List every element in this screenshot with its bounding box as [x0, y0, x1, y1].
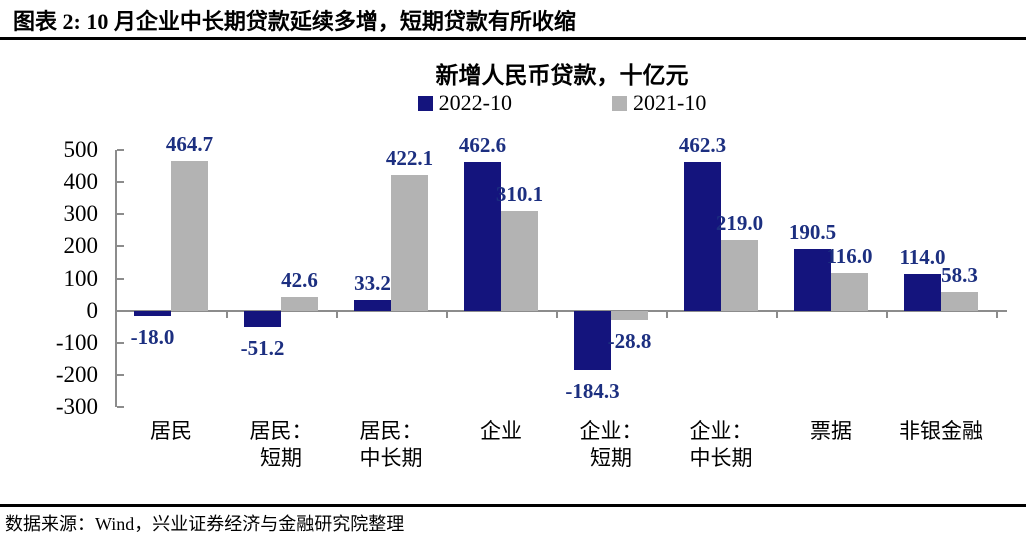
x-category-label-line: 居民：: [359, 419, 423, 443]
x-category-label-line: 短期: [590, 446, 632, 470]
figure-caption: 图表 2: 10 月企业中长期贷款延续多增，短期贷款有所收缩: [13, 9, 576, 34]
bar-2021-10-cat3: [501, 211, 538, 311]
y-tick-label: 500: [63, 137, 99, 162]
y-axis-tick: [117, 149, 124, 151]
y-tick-label: -200: [55, 361, 98, 387]
x-category-label-6: 票据: [810, 418, 852, 445]
category-tick: [666, 310, 668, 318]
category-tick: [556, 310, 558, 318]
bar-2022-10-cat7: [904, 274, 941, 311]
y-tick-label: -300: [55, 394, 98, 419]
category-tick: [336, 310, 338, 318]
legend-swatch-navy-icon: [417, 95, 433, 111]
y-axis-tick: [117, 213, 124, 216]
x-category-label-line: 企业：: [689, 419, 753, 443]
value-label-2022-10-cat3: 462.6: [458, 133, 507, 158]
value-label-2022-10-cat4: -184.3: [565, 378, 620, 403]
x-category-label-line: 短期: [260, 446, 302, 470]
bar-2021-10-cat7: [941, 291, 978, 311]
x-category-label-7: 非银金融: [899, 418, 983, 445]
category-tick: [226, 310, 228, 318]
value-label-2021-10-cat3: 310.1: [495, 182, 544, 206]
y-tick-label: 400: [63, 169, 99, 195]
value-label-2022-10-cat7: 114.0: [899, 245, 946, 269]
data-source: 数据来源：Wind，兴业证券经济与金融研究院整理: [5, 514, 405, 534]
bar-2021-10-cat4: [611, 310, 648, 320]
category-tick: [996, 310, 998, 318]
bar-2022-10-cat0: [134, 310, 171, 317]
value-label-2022-10-cat5: 462.3: [678, 133, 727, 158]
footer-rule: [0, 504, 1026, 507]
value-label-2022-10-cat2: 33.2: [354, 270, 391, 295]
value-label-2021-10-cat1: 42.6: [281, 267, 318, 292]
y-axis-tick: [117, 373, 124, 376]
x-category-label-line: 中长期: [689, 446, 753, 470]
value-label-2022-10-cat1: -51.2: [240, 336, 285, 361]
category-tick: [776, 310, 778, 318]
legend-item-2022-10: 2022-10: [417, 90, 512, 116]
y-tick-label: 100: [63, 265, 99, 291]
category-tick: [446, 310, 448, 318]
value-label-2021-10-cat0: 464.7: [165, 132, 214, 157]
y-axis-tick: [117, 277, 124, 280]
x-category-label-line: 非银金融: [899, 419, 983, 443]
x-category-label-1: 居民： 短期: [250, 418, 313, 472]
bar-2021-10-cat6: [831, 273, 868, 311]
category-tick: [886, 310, 888, 318]
value-label-2021-10-cat4: -28.8: [607, 328, 652, 353]
y-tick-label: 200: [63, 233, 99, 259]
legend-swatch-gray-icon: [612, 95, 627, 111]
y-axis-tick: [117, 181, 124, 184]
bar-2022-10-cat3: [464, 162, 501, 311]
value-label-2022-10-cat0: -18.0: [130, 325, 175, 350]
bar-2022-10-cat6: [794, 249, 831, 311]
y-tick-label: -100: [55, 329, 98, 355]
y-axis-tick: [117, 245, 124, 248]
chart-title: 新增人民币贷款，十亿元: [435, 63, 689, 88]
zero-baseline: [115, 309, 1007, 312]
x-category-label-2: 居民： 中长期: [360, 418, 423, 472]
y-axis-tick: [117, 341, 124, 344]
x-category-label-4: 企业： 短期: [580, 418, 643, 472]
value-label-2021-10-cat6: 116.0: [826, 244, 873, 269]
bar-2021-10-cat5: [721, 240, 758, 311]
value-label-2021-10-cat2: 422.1: [385, 146, 434, 171]
x-category-label-line: 票据: [810, 419, 852, 443]
legend-label-2021-10: 2021-10: [633, 90, 707, 115]
x-category-label-line: 中长期: [359, 446, 423, 470]
bar-2021-10-cat0: [171, 161, 208, 311]
legend-item-2021-10: 2021-10: [612, 90, 706, 116]
value-label-2021-10-cat7: 58.3: [941, 262, 978, 287]
value-label-2021-10-cat5: 219.0: [715, 211, 764, 236]
caption-underline: [0, 37, 1026, 40]
plot-area: 500 400 300 200 100 0 -100 -200 -300 -18.0 -51.2 33…: [56, 132, 1007, 470]
y-axis-line: [115, 150, 117, 407]
x-category-label-line: 企业：: [579, 419, 643, 443]
bar-2022-10-cat1: [244, 310, 281, 328]
x-category-label-3: 企业: [480, 418, 522, 445]
bar-2021-10-cat1: [281, 296, 318, 311]
y-axis-tick: [117, 406, 124, 408]
chart-legend: 2022-10 2021-10: [117, 90, 1007, 116]
x-category-label-0: 居民: [150, 418, 192, 445]
x-category-label-5: 企业： 中长期: [690, 418, 753, 472]
bar-2022-10-cat5: [684, 162, 721, 311]
value-label-2022-10-cat6: 190.5: [788, 220, 837, 245]
bar-2021-10-cat2: [391, 175, 428, 311]
x-category-label-line: 居民：: [249, 419, 313, 443]
y-tick-label: 0: [86, 297, 99, 323]
x-category-label-line: 企业: [480, 419, 522, 443]
bar-2022-10-cat2: [354, 299, 391, 311]
x-category-label-line: 居民: [150, 419, 192, 443]
y-tick-label: 300: [63, 201, 99, 227]
legend-label-2022-10: 2022-10: [438, 90, 512, 115]
bar-2022-10-cat4: [574, 310, 611, 370]
